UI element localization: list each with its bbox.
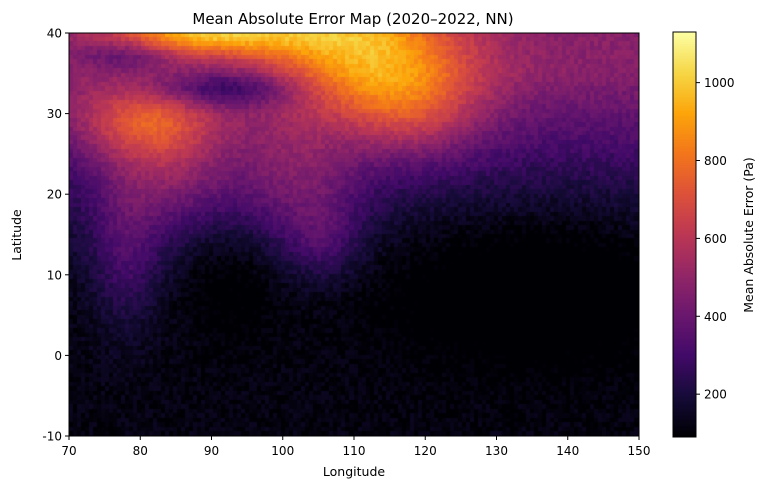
colorbar-tick-label: 800 [704, 154, 727, 168]
y-tick-label: 20 [47, 188, 62, 202]
y-tick-label: 30 [47, 107, 62, 121]
x-axis: 70 80 90 100 110 120 130 140 150 [61, 436, 650, 458]
y-axis-label: Latitude [9, 209, 24, 261]
heatmap-canvas [69, 33, 639, 436]
y-axis: -10 0 10 20 30 40 [42, 27, 69, 444]
heatmap-plot-area [69, 33, 639, 436]
colorbar-tick-label: 1000 [704, 76, 735, 90]
x-tick-label: 130 [485, 444, 508, 458]
chart-title: Mean Absolute Error Map (2020–2022, NN) [192, 10, 513, 28]
y-tick-label: -10 [42, 430, 62, 444]
colorbar-tick-label: 200 [704, 388, 727, 402]
y-tick-label: 10 [47, 268, 62, 282]
x-axis-label: Longitude [323, 464, 385, 479]
colorbar-gradient [673, 32, 696, 437]
colorbar-tick-label: 600 [704, 232, 727, 246]
x-tick-label: 100 [271, 444, 294, 458]
x-tick-label: 80 [133, 444, 148, 458]
colorbar-ticks: 200 400 600 800 1000 [696, 76, 735, 402]
y-tick-label: 0 [54, 349, 62, 363]
x-tick-label: 70 [61, 444, 76, 458]
x-tick-label: 120 [414, 444, 437, 458]
colorbar-label: Mean Absolute Error (Pa) [741, 157, 756, 312]
x-tick-label: 150 [628, 444, 651, 458]
x-tick-label: 110 [343, 444, 366, 458]
colorbar: 200 400 600 800 1000 Mean Absolute Error (Pa… [673, 32, 756, 437]
x-tick-label: 140 [556, 444, 579, 458]
y-tick-label: 40 [47, 27, 62, 41]
colorbar-tick-label: 400 [704, 310, 727, 324]
x-tick-label: 90 [204, 444, 219, 458]
